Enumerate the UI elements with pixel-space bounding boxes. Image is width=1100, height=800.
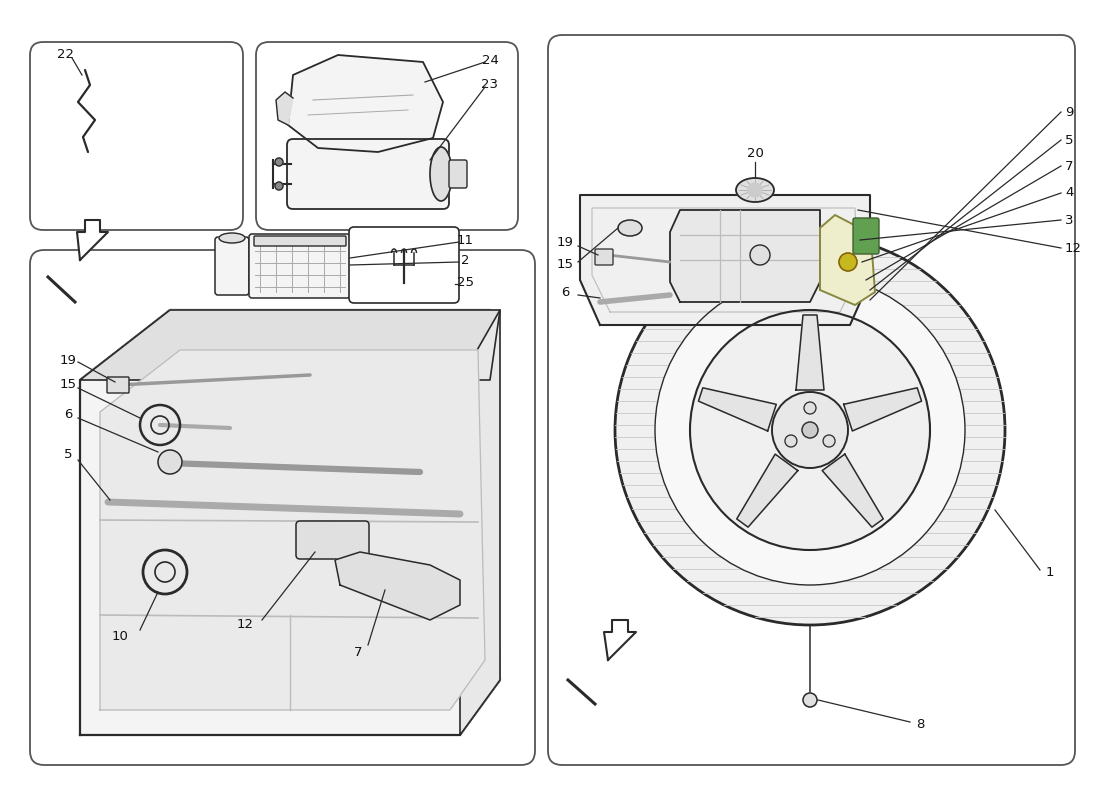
- Polygon shape: [336, 552, 460, 620]
- Circle shape: [803, 693, 817, 707]
- Text: EuroParts: EuroParts: [595, 282, 925, 478]
- Text: 4: 4: [1065, 186, 1074, 199]
- Text: 19: 19: [59, 354, 76, 366]
- Text: a parts finder.gas: a parts finder.gas: [674, 414, 825, 497]
- Polygon shape: [737, 454, 797, 527]
- Text: 9: 9: [1065, 106, 1074, 118]
- Text: 22: 22: [56, 49, 74, 62]
- Polygon shape: [670, 210, 820, 302]
- Text: 20: 20: [747, 147, 763, 160]
- Circle shape: [772, 392, 848, 468]
- Circle shape: [275, 158, 283, 166]
- FancyBboxPatch shape: [852, 218, 879, 254]
- Text: 19: 19: [557, 235, 573, 249]
- Polygon shape: [80, 310, 500, 735]
- Polygon shape: [844, 388, 922, 431]
- Text: 3: 3: [1065, 214, 1074, 226]
- Ellipse shape: [219, 233, 245, 243]
- Text: 5: 5: [1065, 134, 1074, 146]
- Circle shape: [802, 422, 818, 438]
- Text: 8: 8: [916, 718, 924, 731]
- Text: 7: 7: [354, 646, 362, 658]
- Text: 25: 25: [456, 275, 473, 289]
- Polygon shape: [796, 315, 824, 390]
- Text: 23: 23: [482, 78, 498, 91]
- Text: 6: 6: [64, 409, 73, 422]
- FancyBboxPatch shape: [254, 236, 346, 246]
- Polygon shape: [820, 215, 874, 305]
- Ellipse shape: [430, 147, 452, 201]
- Polygon shape: [460, 310, 500, 735]
- Text: 12: 12: [1065, 242, 1082, 254]
- Circle shape: [748, 183, 762, 197]
- FancyBboxPatch shape: [214, 237, 249, 295]
- Text: 10: 10: [111, 630, 129, 643]
- Text: 12: 12: [236, 618, 253, 631]
- Polygon shape: [580, 195, 870, 325]
- Circle shape: [275, 182, 283, 190]
- Circle shape: [785, 435, 796, 447]
- Text: 5: 5: [64, 449, 73, 462]
- FancyBboxPatch shape: [30, 42, 243, 230]
- Circle shape: [750, 245, 770, 265]
- Circle shape: [804, 402, 816, 414]
- Text: 2: 2: [461, 254, 470, 266]
- Circle shape: [654, 275, 965, 585]
- FancyBboxPatch shape: [449, 160, 468, 188]
- Polygon shape: [80, 310, 500, 380]
- FancyBboxPatch shape: [595, 249, 613, 265]
- FancyBboxPatch shape: [287, 139, 449, 209]
- Text: 7: 7: [1065, 159, 1074, 173]
- Polygon shape: [698, 388, 777, 431]
- FancyBboxPatch shape: [548, 35, 1075, 765]
- Text: 6: 6: [561, 286, 569, 298]
- FancyBboxPatch shape: [349, 227, 459, 303]
- Text: 24: 24: [482, 54, 498, 66]
- Polygon shape: [100, 350, 485, 710]
- Text: 15: 15: [557, 258, 573, 271]
- Text: 15: 15: [59, 378, 77, 391]
- Circle shape: [823, 435, 835, 447]
- Polygon shape: [822, 454, 883, 527]
- FancyBboxPatch shape: [249, 234, 350, 298]
- FancyBboxPatch shape: [30, 250, 535, 765]
- FancyBboxPatch shape: [256, 42, 518, 230]
- FancyBboxPatch shape: [296, 521, 369, 559]
- Polygon shape: [77, 220, 108, 260]
- Polygon shape: [288, 55, 443, 152]
- Ellipse shape: [736, 178, 774, 202]
- Ellipse shape: [618, 220, 642, 236]
- Polygon shape: [276, 92, 293, 125]
- FancyBboxPatch shape: [107, 377, 129, 393]
- Circle shape: [158, 450, 182, 474]
- Text: 11: 11: [456, 234, 473, 246]
- Circle shape: [615, 235, 1005, 625]
- Circle shape: [690, 310, 930, 550]
- Text: 1: 1: [1046, 566, 1055, 578]
- Circle shape: [839, 253, 857, 271]
- Polygon shape: [604, 620, 636, 660]
